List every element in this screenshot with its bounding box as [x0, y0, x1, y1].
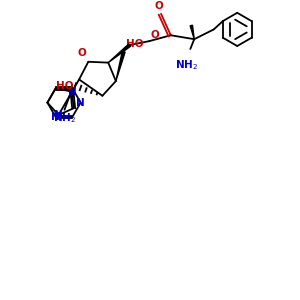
Text: O: O: [155, 1, 164, 11]
Text: NH$_2$: NH$_2$: [175, 58, 198, 71]
Text: O: O: [78, 48, 86, 58]
Text: N: N: [51, 112, 60, 122]
Polygon shape: [190, 25, 194, 39]
Text: N: N: [76, 98, 85, 108]
Polygon shape: [116, 51, 125, 81]
Text: HO: HO: [126, 39, 143, 49]
Text: O: O: [150, 30, 159, 40]
Text: NH$_2$: NH$_2$: [53, 112, 76, 125]
Text: N: N: [68, 87, 76, 97]
Polygon shape: [108, 44, 131, 63]
Text: HO: HO: [56, 81, 73, 91]
Text: N: N: [54, 110, 63, 120]
